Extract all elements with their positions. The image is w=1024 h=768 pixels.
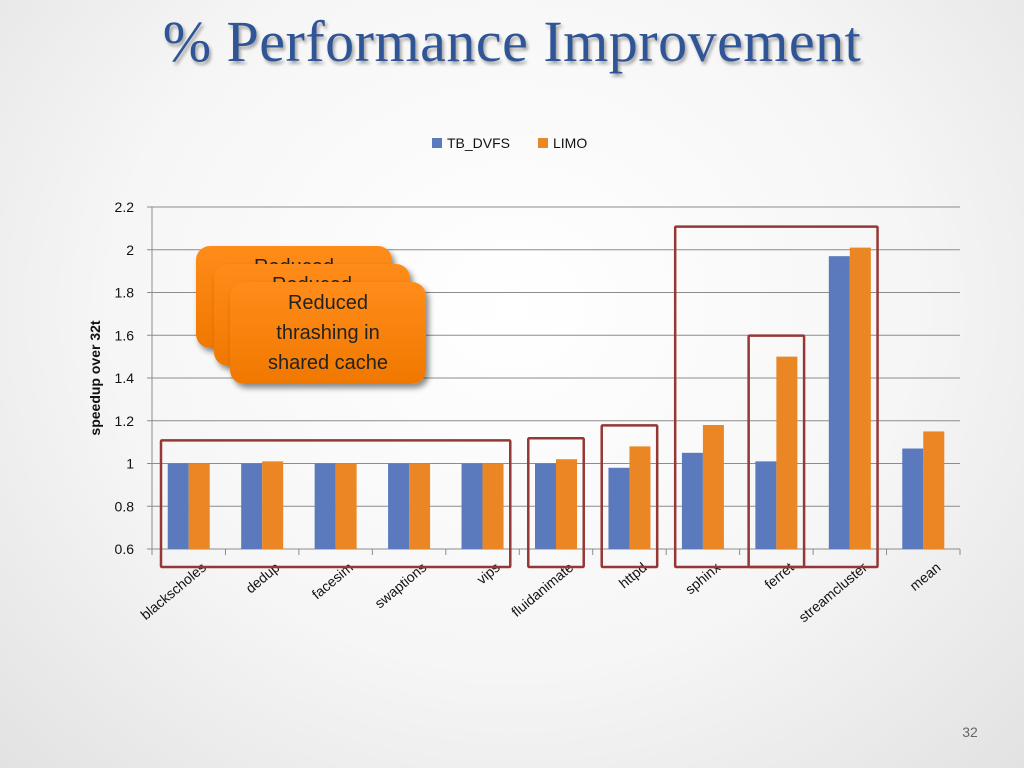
bar-tb-dvfs-ferret	[755, 461, 777, 549]
highlight-box-1	[527, 436, 585, 569]
highlight-box-4	[747, 334, 806, 569]
x-category-label: sphinx	[682, 559, 723, 597]
bar-limo-fluidanimate	[556, 459, 577, 549]
x-category-label: facesim	[309, 559, 356, 602]
x-category-label: httpd	[616, 559, 650, 591]
highlight-box-0	[159, 439, 512, 569]
bar-limo-ferret	[776, 356, 798, 549]
bar-tb-dvfs-blackscholes	[167, 463, 189, 549]
bar-tb-dvfs-mean	[902, 448, 924, 549]
x-category-label: mean	[906, 559, 943, 594]
bar-limo-dedup	[262, 461, 284, 549]
bars	[167, 247, 945, 550]
page-number: 32	[962, 724, 978, 740]
y-tick-label: 1.8	[115, 285, 135, 301]
y-tick-label: 2.2	[115, 199, 135, 215]
bar-tb-dvfs-dedup	[241, 463, 263, 549]
legend-swatch-limo	[538, 138, 548, 148]
y-axis-label: speedup over 32t	[87, 320, 103, 435]
bar-tb-dvfs-facesim	[314, 463, 336, 549]
y-tick-label: 1.4	[115, 370, 135, 386]
bar-limo-streamcluster	[849, 247, 871, 550]
x-category-label: dedup	[242, 559, 282, 596]
bar-limo-vips	[482, 463, 504, 549]
bar-limo-facesim	[335, 463, 357, 549]
bar-limo-swaptions	[409, 463, 431, 549]
y-tick-label: 2	[126, 242, 134, 258]
callout-reduced-thrashing: Reduced thrashing in shared cache	[230, 282, 426, 384]
y-tick-label: 0.8	[115, 498, 135, 514]
y-tick-label: 1.6	[115, 327, 135, 343]
bar-limo-httpd	[629, 446, 651, 549]
legend-label: LIMO	[553, 135, 587, 151]
slide-title: % Performance Improvement	[162, 9, 862, 74]
x-category-label: streamcluster	[795, 559, 870, 625]
y-tick-label: 0.6	[115, 541, 135, 557]
bar-limo-sphinx	[702, 425, 724, 549]
bar-tb-dvfs-sphinx	[681, 452, 703, 549]
bar-tb-dvfs-swaptions	[388, 463, 410, 549]
bar-tb-dvfs-streamcluster	[828, 256, 850, 549]
y-tick-label: 1.2	[115, 413, 135, 429]
x-category-label: blackscholes	[137, 559, 209, 623]
bar-limo-mean	[923, 431, 945, 549]
bar-tb-dvfs-httpd	[608, 467, 630, 549]
bar-tb-dvfs-fluidanimate	[535, 463, 556, 549]
legend-label: TB_DVFS	[447, 135, 510, 151]
legend: TB_DVFS LIMO	[432, 135, 587, 151]
x-category-label: vips	[473, 559, 502, 587]
legend-swatch-tb-dvfs	[432, 138, 442, 148]
highlight-boxes	[159, 225, 879, 569]
x-category-label: ferret	[761, 559, 796, 592]
bar-tb-dvfs-vips	[461, 463, 483, 549]
bar-limo-blackscholes	[188, 463, 210, 549]
y-tick-label: 1	[126, 456, 134, 472]
highlight-box-2	[600, 424, 659, 569]
